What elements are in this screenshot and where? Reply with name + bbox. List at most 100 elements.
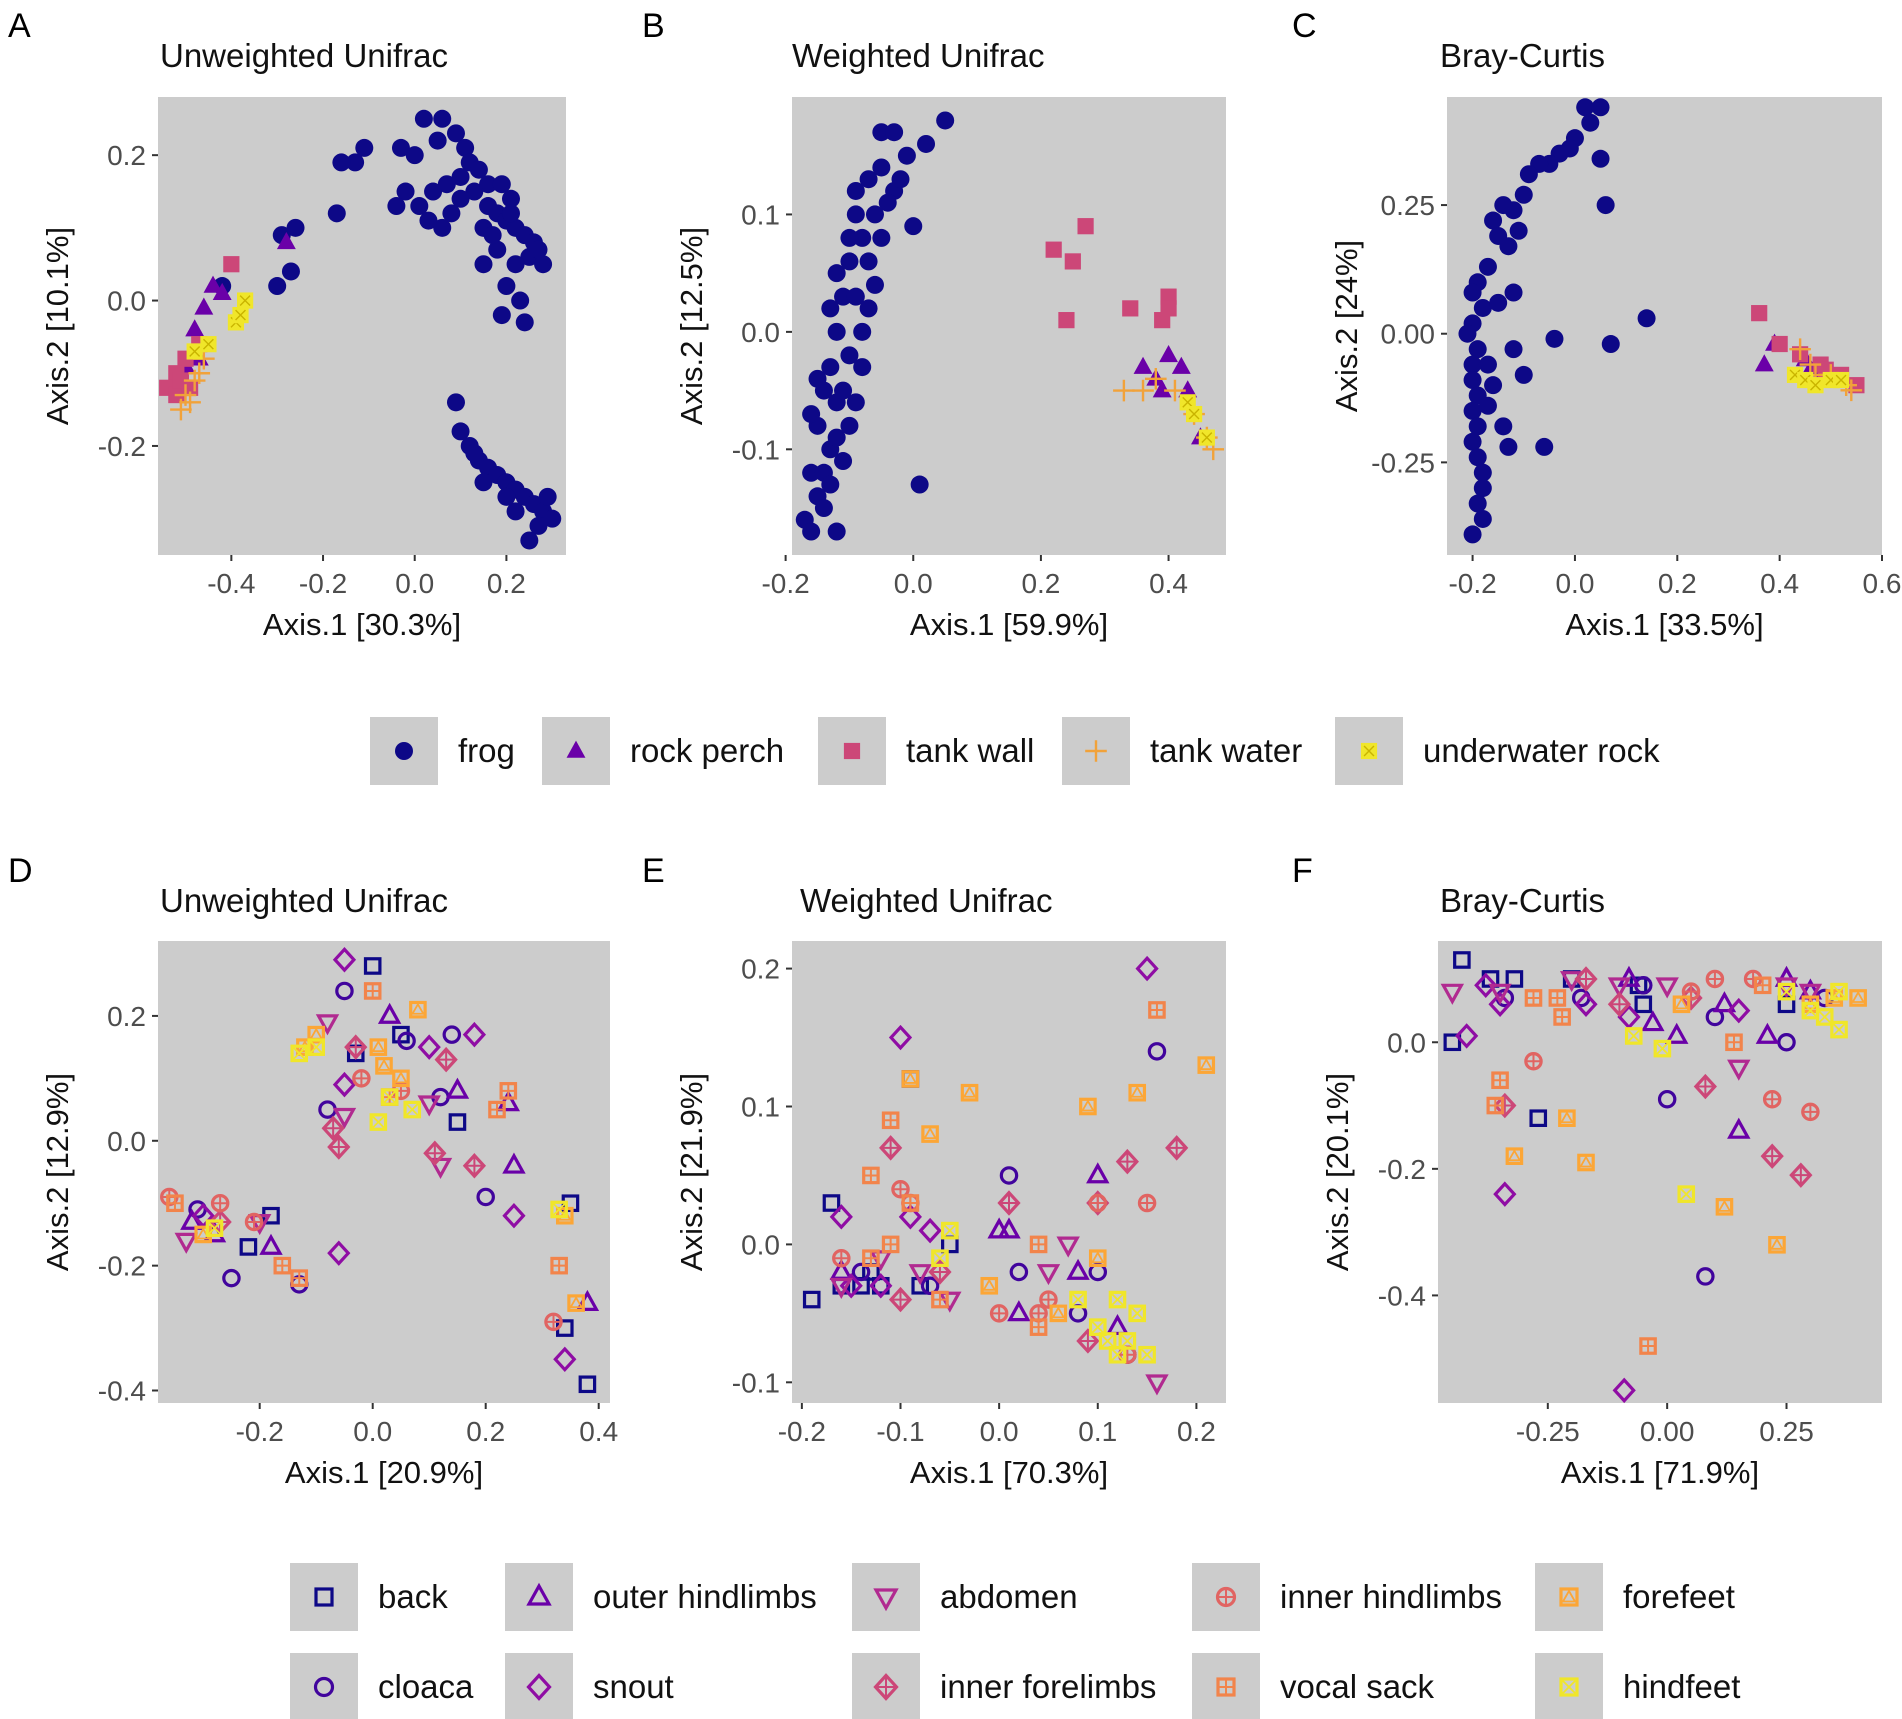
- point-vocal-sack: [550, 1256, 568, 1275]
- point-cloaca: [999, 1166, 1019, 1185]
- plot-area: [158, 941, 610, 1403]
- point-vocal-sack: [166, 1194, 184, 1213]
- point-hindfeet: [1069, 1290, 1087, 1309]
- point-frog: [1473, 509, 1492, 528]
- legend-marker-rock-perch: [566, 740, 586, 758]
- point-inner-hindlimbs: [352, 1069, 371, 1088]
- point-vocal-sack: [1029, 1235, 1048, 1254]
- point-snout: [1612, 1377, 1636, 1404]
- point-forefeet: [1768, 1235, 1786, 1254]
- point-frog: [834, 381, 853, 400]
- x-tick-label: 0.1: [1078, 1416, 1117, 1447]
- point-abdomen: [174, 1232, 198, 1254]
- point-frog: [492, 306, 511, 325]
- point-frog: [1509, 221, 1528, 240]
- point-vocal-sack: [862, 1166, 880, 1185]
- point-frog: [1478, 396, 1497, 415]
- point-forefeet: [1128, 1083, 1147, 1102]
- point-inner-forelimbs: [1760, 1143, 1784, 1169]
- point-frog: [821, 475, 840, 494]
- point-frog: [1637, 309, 1656, 328]
- point-tank-water: [1132, 379, 1154, 402]
- panel-letter: D: [8, 852, 33, 890]
- point-outer-hindlimbs: [1712, 991, 1737, 1013]
- point-tank-water: [1840, 379, 1863, 402]
- legend-label-vocal-sack: vocal sack: [1280, 1668, 1435, 1705]
- point-abdomen: [1145, 1374, 1169, 1396]
- chart-title: Bray-Curtis: [1440, 37, 1605, 74]
- legend-label-inner-hindlimbs: inner hindlimbs: [1280, 1578, 1502, 1615]
- y-tick-label: -0.4: [98, 1376, 146, 1407]
- point-frog: [506, 255, 525, 274]
- y-tick-label: 0.0: [741, 317, 780, 348]
- point-rock-perch: [212, 282, 232, 301]
- point-back: [802, 1290, 821, 1309]
- point-forefeet: [392, 1069, 410, 1088]
- point-abdomen: [417, 1095, 441, 1117]
- series-snout: [829, 955, 1159, 1299]
- point-inner-hindlimbs: [544, 1312, 563, 1332]
- point-frog: [442, 204, 461, 223]
- point-frog: [414, 109, 433, 128]
- y-tick-label: 0.0: [741, 1229, 780, 1260]
- point-underwater-rock: [1832, 371, 1850, 389]
- point-rock-perch: [1178, 380, 1198, 398]
- point-vocal-sack: [881, 1235, 900, 1254]
- point-forefeet: [901, 1070, 920, 1088]
- point-frog: [465, 182, 484, 201]
- point-forefeet: [1849, 989, 1867, 1007]
- point-hindfeet: [1138, 1345, 1156, 1364]
- point-abdomen: [1655, 977, 1679, 999]
- point-inner-hindlimbs: [1801, 1102, 1820, 1122]
- point-back: [911, 1276, 930, 1295]
- y-tick-label: 0.0: [107, 286, 146, 317]
- point-forefeet: [1049, 1304, 1068, 1323]
- point-frog: [456, 138, 475, 157]
- point-frog: [1463, 432, 1482, 451]
- point-back: [578, 1375, 597, 1394]
- point-back: [871, 1276, 890, 1295]
- point-frog: [878, 193, 897, 212]
- point-frog: [520, 531, 539, 550]
- legend-marker-inner-forelimbs: [873, 1673, 899, 1701]
- y-tick-label: -0.1: [732, 1367, 780, 1398]
- point-frog: [511, 291, 530, 310]
- y-tick-label: 0.1: [741, 1091, 780, 1122]
- point-frog: [1591, 149, 1610, 168]
- point-frog: [1463, 371, 1482, 390]
- point-back: [1443, 1033, 1462, 1052]
- point-inner-forelimbs: [344, 1034, 368, 1060]
- point-back: [822, 1194, 841, 1212]
- legend-label-outer-hindlimbs: outer hindlimbs: [593, 1578, 817, 1615]
- series-frog: [795, 111, 955, 541]
- legend-marker-back: [314, 1587, 334, 1607]
- point-frog: [853, 228, 872, 247]
- point-frog: [840, 228, 859, 247]
- y-tick-label: 0.2: [107, 1001, 146, 1032]
- x-tick-label: -0.2: [236, 1416, 284, 1447]
- legend-marker-frog: [395, 742, 413, 760]
- x-axis-label: Axis.1 [20.9%]: [285, 1455, 483, 1490]
- point-forefeet: [375, 1057, 393, 1075]
- point-rock-perch: [203, 275, 223, 293]
- point-frog: [1545, 329, 1564, 348]
- point-inner-forelimbs: [462, 1153, 487, 1179]
- x-axis-label: Axis.1 [30.3%]: [263, 607, 461, 642]
- series-abdomen: [829, 1236, 1169, 1396]
- point-frog: [1514, 365, 1533, 384]
- point-abdomen: [332, 1107, 357, 1130]
- series-vocal-sack: [862, 1001, 1166, 1336]
- point-vocal-sack: [862, 1249, 880, 1267]
- point-snout: [1135, 955, 1159, 982]
- point-frog: [827, 322, 846, 341]
- point-frog: [437, 175, 456, 194]
- point-snout: [1574, 991, 1598, 1018]
- point-inner-hindlimbs: [1137, 1193, 1157, 1213]
- point-frog: [1478, 257, 1497, 276]
- point-abdomen: [1488, 983, 1512, 1005]
- series-underwater-rock: [1786, 366, 1850, 394]
- x-tick-label: -0.25: [1516, 1416, 1580, 1447]
- point-inner-hindlimbs: [1039, 1290, 1058, 1309]
- point-cloaca: [1009, 1262, 1029, 1282]
- x-tick-label: -0.4: [207, 568, 255, 599]
